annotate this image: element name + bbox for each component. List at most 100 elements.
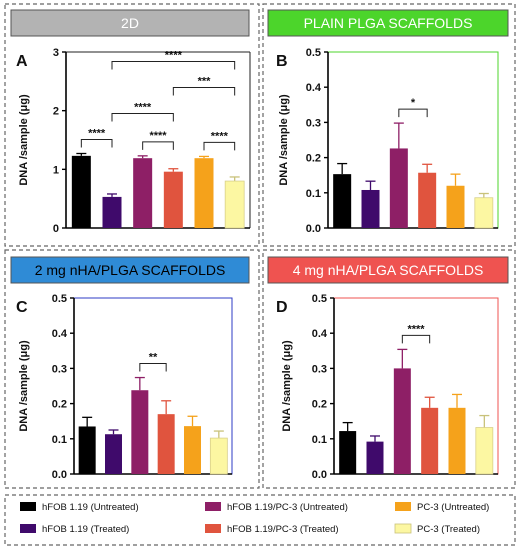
panel-banner: [10, 256, 250, 284]
significance-bracket: [203, 141, 236, 151]
chart-panel-b: PLAIN PLGA SCAFFOLDS B 0.0 0.1 0.2 0.3 0.4 0.5 D…: [267, 9, 509, 235]
significance-label: ****: [211, 130, 229, 142]
significance-label: ****: [134, 101, 152, 113]
bar-6: [474, 197, 494, 229]
y-tick-label: 0.3: [312, 363, 327, 375]
y-tick-label: 0.3: [52, 363, 67, 375]
y-tick-label: 0.2: [312, 399, 327, 411]
bar-1: [333, 174, 352, 228]
bar-3: [393, 368, 411, 474]
legend-swatch: [20, 524, 36, 533]
y-tick-label: 0.1: [312, 434, 327, 446]
significance-label: *: [411, 97, 416, 109]
plot-frame: [327, 51, 499, 229]
panel-banner: [267, 256, 509, 284]
bar-2: [105, 434, 122, 474]
panel-letter: D: [276, 299, 288, 316]
y-tick-label: 2: [53, 106, 59, 118]
legend-label: hFOB 1.19/PC-3 (Treated): [227, 524, 339, 535]
bar-4: [157, 414, 175, 474]
panel-title: PLAIN PLGA SCAFFOLDS: [304, 15, 473, 31]
y-axis-label: DNA /sample (μg): [18, 340, 30, 432]
bar-5: [194, 158, 214, 228]
legend-label: PC-3 (Treated): [417, 524, 480, 535]
significance-label: ****: [88, 127, 106, 139]
panel-title: 2D: [121, 15, 139, 31]
legend-frame: [4, 494, 516, 546]
significance-bracket: [111, 60, 236, 70]
legend: hFOB 1.19 (Untreated) hFOB 1.19 (Treated)…: [4, 494, 516, 546]
chart-panel-c: 2 mg nHA/PLGA SCAFFOLDS C 0.0 0.1 0.2 0.3 0.4 0…: [10, 256, 250, 481]
bar-4: [421, 407, 439, 474]
y-tick-label: 3: [53, 47, 59, 59]
significance-bracket: [401, 334, 431, 344]
significance-label: ****: [165, 49, 183, 61]
bar-5: [448, 407, 466, 474]
legend-label: PC-3 (Untreated): [417, 502, 489, 513]
significance-bracket: [398, 108, 428, 118]
bar-1: [71, 155, 91, 228]
bar-4: [418, 172, 437, 228]
panel-banner: [267, 9, 509, 37]
panel-title: 4 mg nHA/PLGA SCAFFOLDS: [293, 262, 484, 278]
significance-bracket: [80, 138, 113, 148]
panel-title: 2 mg nHA/PLGA SCAFFOLDS: [35, 262, 226, 278]
legend-swatch: [205, 524, 221, 533]
y-axis-label: DNA /sample (μg): [278, 94, 290, 186]
y-axis-label: DNA /sample (μg): [281, 340, 293, 432]
y-tick-label: 0.4: [312, 328, 328, 340]
bar-1: [339, 431, 357, 474]
significance-bracket: [172, 86, 236, 96]
y-tick-label: 0.4: [306, 82, 322, 94]
y-tick-label: 0.0: [312, 469, 327, 481]
y-tick-label: 0.1: [52, 434, 67, 446]
y-tick-label: 0.5: [312, 293, 327, 305]
legend-label: hFOB 1.19 (Treated): [42, 524, 129, 535]
legend-label: hFOB 1.19/PC-3 (Untreated): [227, 502, 348, 513]
significance-bracket: [139, 363, 167, 372]
y-tick-label: 0.2: [52, 399, 67, 411]
bar-1: [78, 426, 96, 474]
significance-bracket: [111, 112, 174, 122]
panel-letter: C: [16, 299, 28, 316]
legend-swatch: [20, 502, 36, 511]
y-tick-label: 1: [53, 164, 59, 176]
y-tick-label: 0: [53, 223, 59, 235]
panel-banner: [10, 9, 250, 37]
significance-bracket: [142, 141, 174, 150]
bar-3: [131, 390, 149, 474]
y-tick-label: 0.1: [306, 188, 321, 200]
bar-2: [102, 196, 122, 228]
chart-panel-d: 4 mg nHA/PLGA SCAFFOLDS D 0.0 0.1 0.2 0.3 0.4 0…: [267, 256, 509, 481]
y-tick-label: 0.4: [52, 328, 68, 340]
panel-frame-0: [4, 3, 260, 247]
y-tick-label: 0.3: [306, 117, 321, 129]
bar-6: [209, 437, 228, 475]
bar-2: [366, 441, 384, 474]
significance-label: **: [149, 352, 158, 364]
bar-3: [389, 148, 408, 228]
bar-6: [224, 180, 245, 229]
panel-frame-2: [4, 249, 260, 489]
bar-5: [446, 185, 465, 228]
significance-label: ****: [407, 323, 425, 335]
panel-letter: B: [276, 53, 288, 70]
legend-swatch: [394, 523, 412, 534]
y-tick-label: 0.0: [306, 223, 321, 235]
y-tick-label: 0.5: [306, 47, 321, 59]
legend-label: hFOB 1.19 (Untreated): [42, 502, 139, 513]
plot-frame: [73, 297, 233, 475]
y-axis-label: DNA /sample (μg): [18, 94, 30, 186]
y-tick-label: 0.2: [306, 153, 321, 165]
significance-label: ***: [198, 75, 212, 87]
legend-swatch: [395, 502, 411, 511]
legend-swatch: [205, 502, 221, 511]
y-tick-label: 0.5: [52, 293, 67, 305]
panel-frame-3: [262, 249, 516, 489]
panel-frame-1: [262, 3, 516, 247]
bar-4: [163, 171, 183, 228]
panel-letter: A: [16, 53, 28, 70]
bar-6: [475, 427, 494, 475]
